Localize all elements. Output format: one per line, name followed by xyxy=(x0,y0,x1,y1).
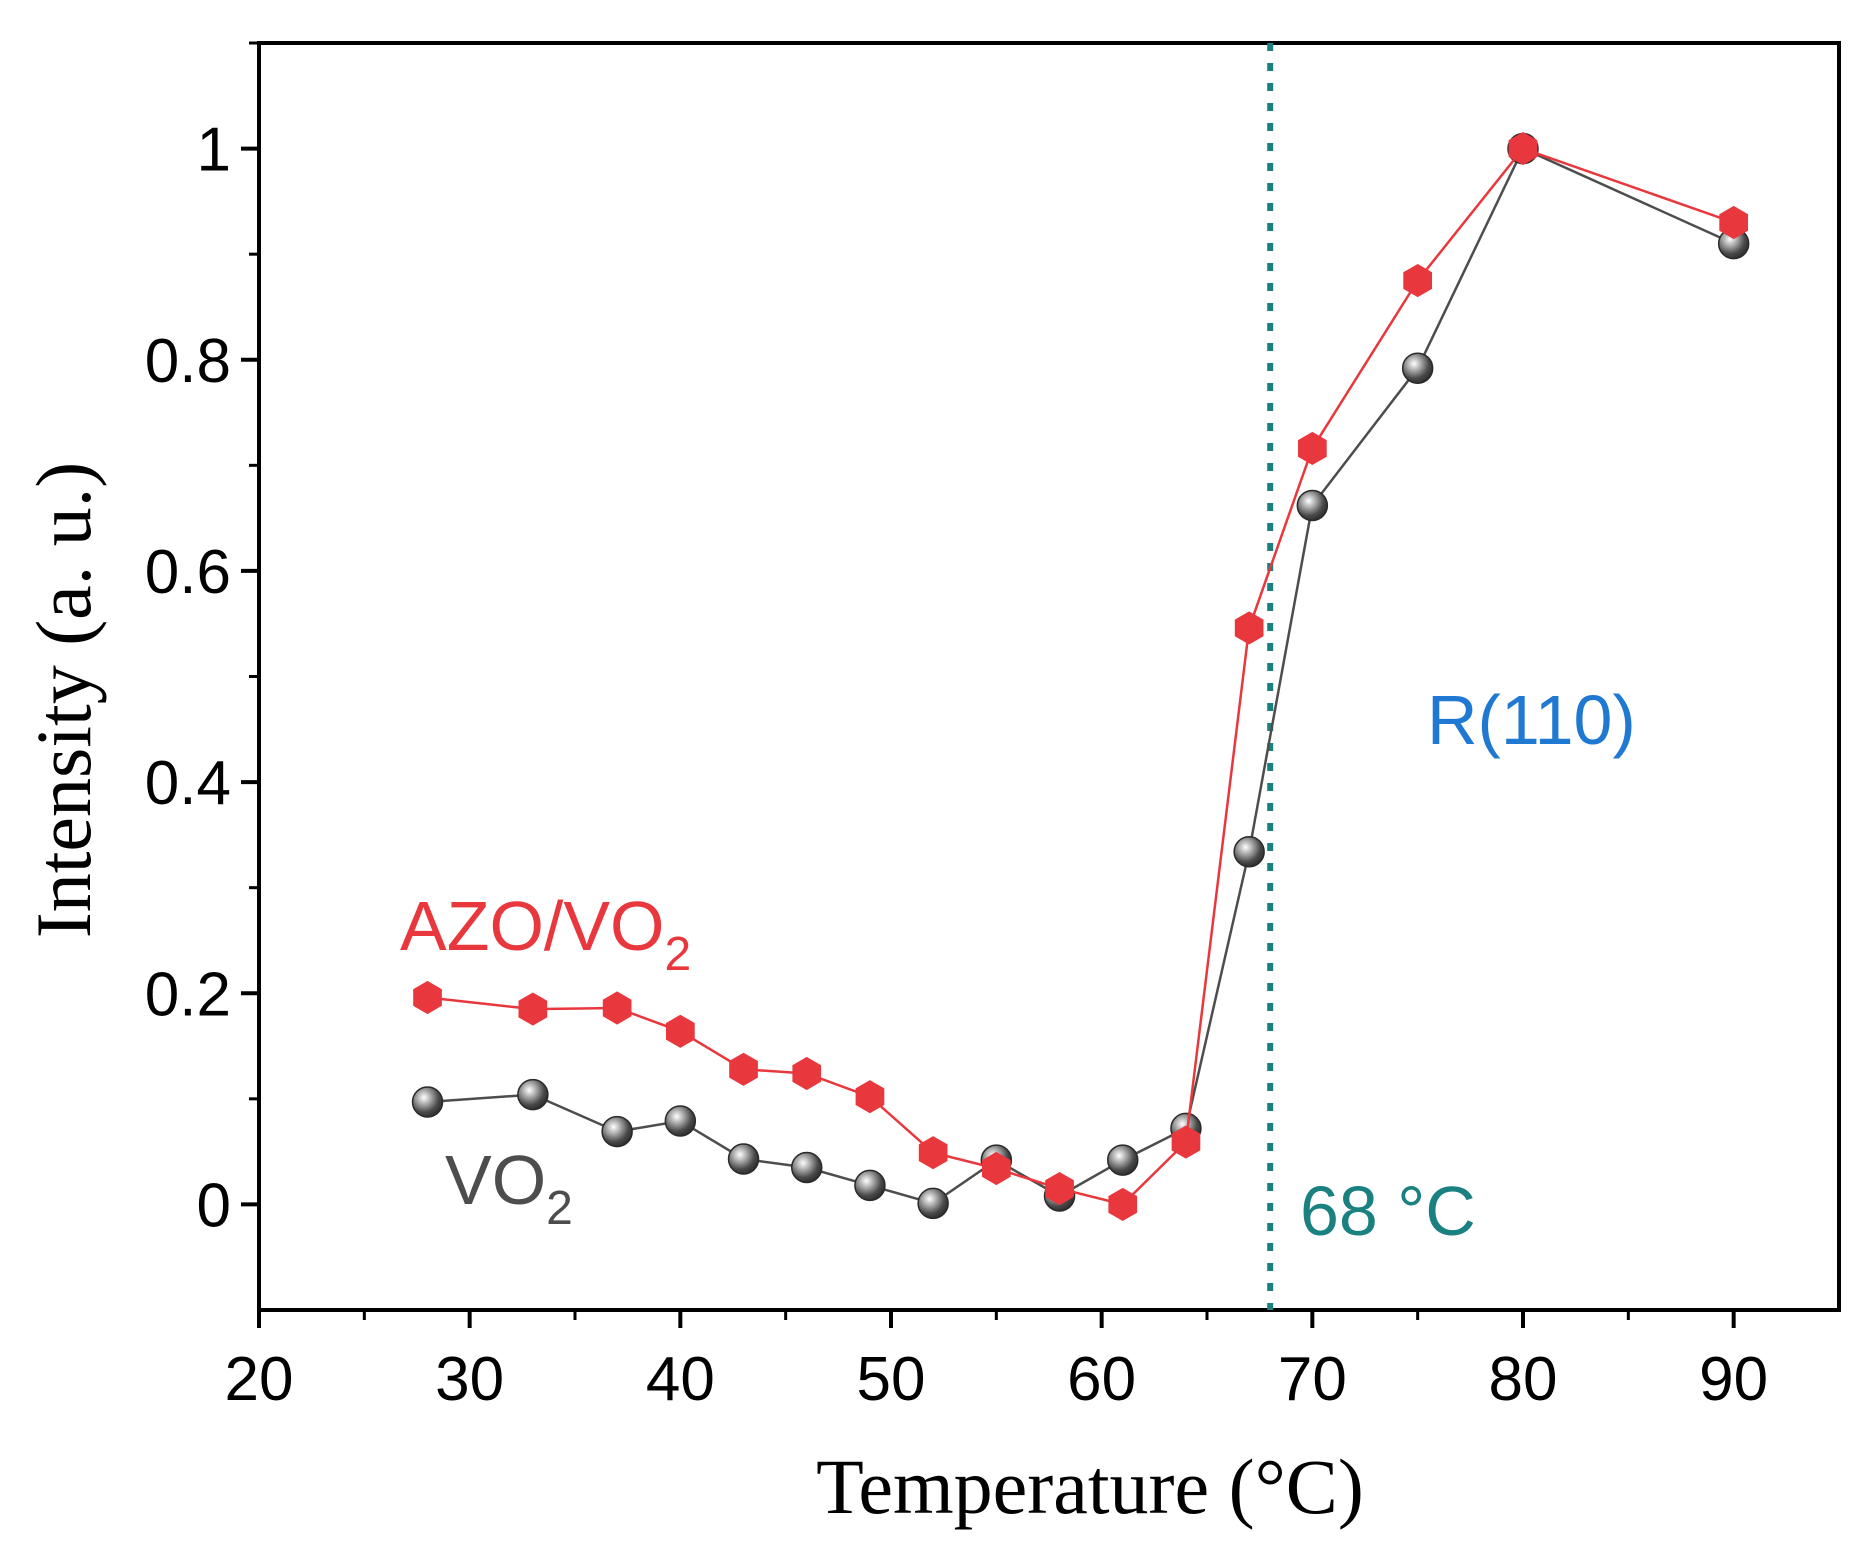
data-point xyxy=(664,1105,697,1137)
y-tick-label: 0.4 xyxy=(145,749,231,818)
temperature-label: 68 °C xyxy=(1300,1172,1476,1250)
x-tick-label: 20 xyxy=(225,1345,294,1414)
x-axis-title: Temperature (°C) xyxy=(816,1443,1364,1530)
series-line xyxy=(427,147,1735,1206)
vo2-legend-label: VO2 xyxy=(445,1141,573,1235)
x-tick-label: 30 xyxy=(435,1345,504,1414)
y-tick-label: 0 xyxy=(197,1171,231,1240)
y-tick-label: 0.6 xyxy=(145,538,231,607)
data-point xyxy=(1298,431,1327,465)
data-point xyxy=(1296,489,1329,522)
y-tick-label: 1 xyxy=(197,116,231,185)
y-axis-ticks: 0 0.2 0.4 0.6 0.8 1 xyxy=(145,41,259,1240)
data-point xyxy=(1045,1172,1074,1206)
r110-label: R(110) xyxy=(1427,681,1636,759)
y-axis-title: Intensity (a. u.) xyxy=(20,462,107,939)
data-point xyxy=(1401,352,1434,384)
series-vo2 xyxy=(411,132,1750,1220)
data-point xyxy=(1403,264,1432,298)
x-axis-ticks: 20 30 40 50 60 70 80 90 xyxy=(225,1310,1768,1414)
data-point xyxy=(1108,1187,1138,1221)
data-point xyxy=(729,1052,758,1086)
data-point xyxy=(727,1143,760,1175)
series-azo-vo2 xyxy=(413,132,1748,1221)
data-point xyxy=(855,1080,885,1114)
data-point xyxy=(413,980,442,1015)
data-point xyxy=(666,1014,695,1048)
data-point xyxy=(517,1078,549,1111)
y-tick-label: 0.2 xyxy=(145,960,231,1029)
data-point xyxy=(917,1187,949,1220)
data-point xyxy=(602,991,632,1025)
x-tick-label: 40 xyxy=(646,1345,715,1414)
data-point xyxy=(601,1115,633,1148)
x-tick-label: 70 xyxy=(1278,1345,1347,1414)
data-point xyxy=(854,1169,886,1202)
data-point xyxy=(518,992,548,1026)
azo-vo2-legend-label: AZO/VO2 xyxy=(400,887,691,981)
data-point xyxy=(1171,1125,1201,1159)
plot-frame xyxy=(257,41,1841,1312)
y-tick-label: 0.8 xyxy=(145,327,231,396)
data-point xyxy=(918,1136,948,1170)
data-point xyxy=(790,1151,823,1184)
x-tick-label: 50 xyxy=(857,1345,926,1414)
series-line xyxy=(427,146,1735,1205)
data-point xyxy=(1508,132,1538,166)
x-tick-label: 90 xyxy=(1699,1345,1768,1414)
data-point xyxy=(1106,1144,1139,1176)
data-point xyxy=(1233,836,1265,868)
data-point xyxy=(1719,205,1748,240)
data-point xyxy=(982,1151,1011,1186)
x-tick-label: 80 xyxy=(1489,1345,1558,1414)
data-point xyxy=(792,1056,822,1091)
x-tick-label: 60 xyxy=(1067,1345,1136,1414)
data-point xyxy=(411,1086,444,1118)
data-point xyxy=(1234,611,1264,645)
